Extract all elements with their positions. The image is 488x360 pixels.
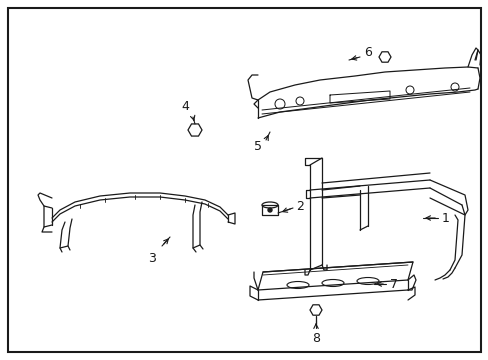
Circle shape — [267, 208, 271, 212]
Polygon shape — [378, 52, 390, 62]
Text: 6: 6 — [363, 46, 371, 59]
Text: 2: 2 — [295, 199, 303, 212]
Text: 4: 4 — [181, 100, 188, 113]
Text: 5: 5 — [253, 140, 262, 153]
Polygon shape — [187, 124, 202, 136]
Text: 8: 8 — [311, 332, 319, 345]
Text: 3: 3 — [148, 252, 156, 265]
Polygon shape — [309, 305, 321, 315]
Text: 7: 7 — [389, 278, 397, 291]
Text: 1: 1 — [441, 211, 449, 225]
